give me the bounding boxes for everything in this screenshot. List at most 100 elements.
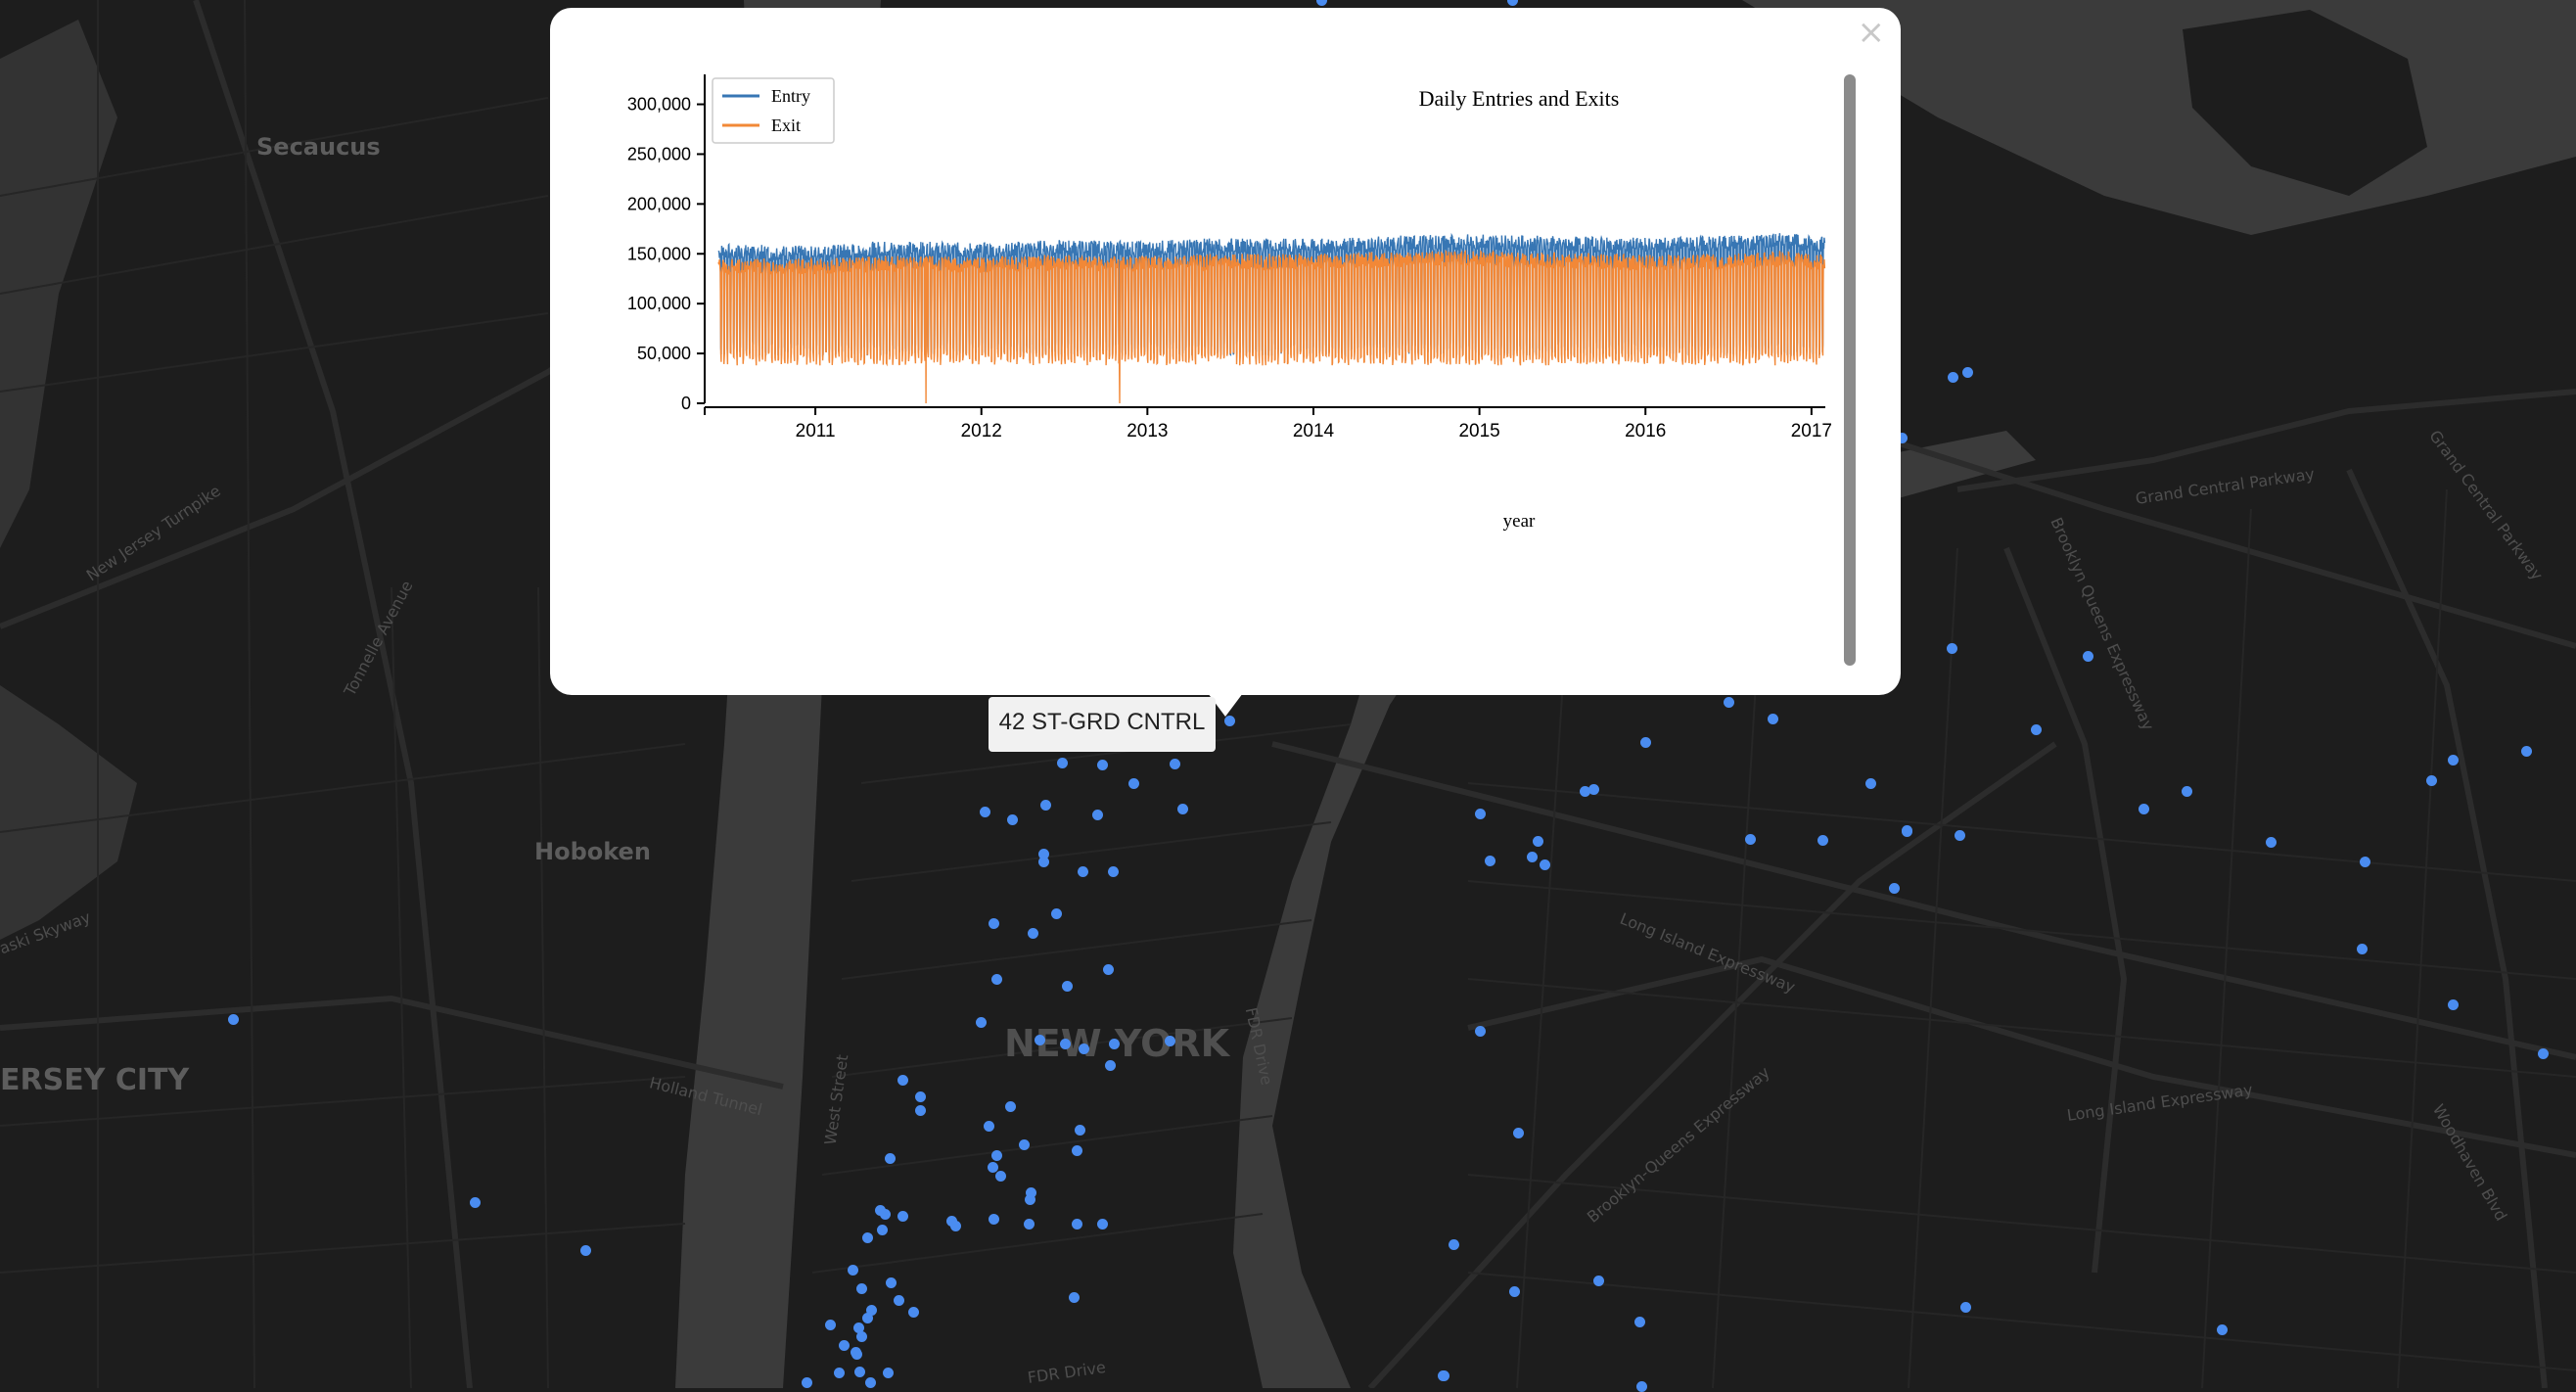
station-marker[interactable] [2182,786,2192,797]
station-marker[interactable] [2448,999,2459,1010]
station-marker[interactable] [897,1211,908,1222]
station-marker[interactable] [1768,714,1778,724]
station-marker[interactable] [1024,1219,1035,1230]
station-marker[interactable] [862,1232,873,1243]
station-marker[interactable] [1075,1125,1085,1136]
station-marker[interactable] [1745,834,1756,845]
station-marker[interactable] [2031,724,2042,735]
station-marker[interactable] [848,1265,858,1276]
station-marker[interactable] [1097,760,1108,770]
station-marker[interactable] [875,1205,886,1216]
station-marker[interactable] [1057,758,1068,768]
station-marker[interactable] [1019,1139,1030,1150]
station-marker[interactable] [854,1367,865,1377]
station-marker[interactable] [1588,784,1599,795]
station-marker[interactable] [1170,759,1180,769]
station-marker[interactable] [1724,697,1734,708]
station-marker[interactable] [802,1377,812,1388]
station-marker[interactable] [1897,433,1908,443]
station-marker[interactable] [1038,857,1049,867]
station-marker[interactable] [2266,837,2277,848]
station-marker[interactable] [1947,643,1957,654]
station-marker[interactable] [1051,908,1062,919]
station-marker[interactable] [1485,856,1495,866]
station-marker[interactable] [856,1331,867,1342]
station-marker[interactable] [988,1162,998,1173]
station-marker[interactable] [1593,1276,1604,1286]
station-marker[interactable] [580,1245,591,1256]
station-marker[interactable] [1079,1044,1089,1054]
station-marker[interactable] [1540,859,1550,870]
station-marker[interactable] [1109,1039,1120,1049]
station-marker[interactable] [1224,716,1235,726]
popup-scrollbar[interactable] [1844,74,1856,666]
station-marker[interactable] [1097,1219,1108,1230]
station-marker[interactable] [915,1105,926,1116]
station-marker[interactable] [915,1091,926,1102]
station-marker[interactable] [1025,1194,1035,1205]
station-marker[interactable] [894,1295,904,1306]
station-marker[interactable] [1316,0,1327,6]
station-marker[interactable] [1092,810,1103,820]
station-marker[interactable] [908,1307,919,1318]
station-marker[interactable] [886,1277,897,1288]
station-marker[interactable] [877,1225,888,1235]
station-marker[interactable] [976,1017,987,1028]
station-marker[interactable] [1439,1370,1449,1381]
station-marker[interactable] [856,1283,867,1294]
station-marker[interactable] [470,1197,481,1208]
station-marker[interactable] [1105,1060,1116,1071]
station-marker[interactable] [991,974,1002,985]
station-marker[interactable] [1636,1381,1647,1392]
station-marker[interactable] [880,1209,891,1220]
station-marker[interactable] [866,1305,877,1316]
station-marker[interactable] [1062,981,1073,992]
close-icon[interactable]: × [1857,13,1886,52]
station-marker[interactable] [1634,1317,1645,1327]
station-marker[interactable] [1865,778,1876,789]
station-marker[interactable] [1060,1039,1071,1049]
station-marker[interactable] [2360,857,2370,867]
station-marker[interactable] [1069,1292,1080,1303]
station-marker[interactable] [1038,849,1049,859]
station-marker[interactable] [984,1121,994,1132]
station-marker[interactable] [851,1347,861,1358]
station-marker[interactable] [897,1075,908,1086]
station-marker[interactable] [1128,778,1139,789]
station-marker[interactable] [839,1340,850,1351]
station-marker[interactable] [2426,775,2437,786]
station-marker[interactable] [1026,1187,1036,1198]
station-marker[interactable] [885,1153,896,1164]
station-marker[interactable] [834,1368,845,1378]
station-marker[interactable] [2521,746,2532,757]
station-marker[interactable] [1960,1302,1971,1313]
station-marker[interactable] [1449,1239,1459,1250]
station-marker[interactable] [1035,1035,1045,1045]
station-marker[interactable] [1475,809,1486,819]
station-marker[interactable] [862,1313,873,1323]
station-marker[interactable] [865,1377,876,1388]
station-marker[interactable] [2139,804,2149,814]
station-marker[interactable] [1533,836,1543,847]
station-marker[interactable] [883,1368,894,1378]
station-marker[interactable] [228,1014,239,1025]
station-marker[interactable] [825,1320,836,1330]
station-marker[interactable] [1527,852,1538,862]
station-marker[interactable] [1028,928,1038,939]
station-marker[interactable] [1580,786,1590,797]
station-marker[interactable] [991,1150,1002,1161]
station-marker[interactable] [989,1214,999,1225]
station-marker[interactable] [1177,804,1188,814]
station-marker[interactable] [2448,755,2459,766]
station-marker[interactable] [1475,1026,1486,1037]
station-marker[interactable] [853,1322,864,1333]
station-marker[interactable] [950,1221,961,1231]
station-marker[interactable] [1005,1101,1016,1112]
station-marker[interactable] [1513,1128,1524,1138]
station-marker[interactable] [1902,825,1912,836]
station-marker[interactable] [995,1171,1006,1182]
station-marker[interactable] [980,807,990,817]
station-marker[interactable] [1040,800,1051,811]
station-marker[interactable] [1165,1036,1175,1046]
station-marker[interactable] [1072,1145,1082,1156]
